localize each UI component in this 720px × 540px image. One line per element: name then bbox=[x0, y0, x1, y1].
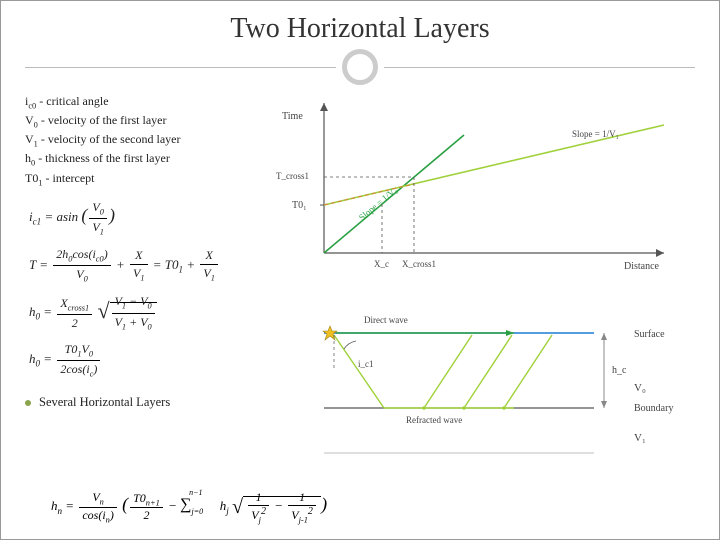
bullet-icon bbox=[25, 400, 31, 406]
formula-ic1: ic1 = asin (V0V1) bbox=[29, 199, 245, 238]
slide-title: Two Horizontal Layers bbox=[25, 13, 695, 45]
surface-label: Surface bbox=[634, 329, 665, 340]
definitions-block: ic0 - critical angle V0 - velocity of th… bbox=[25, 93, 245, 189]
v0-label: V₀ bbox=[634, 382, 646, 394]
formula-h0-a: h0 = Xcross12 √V1 − V0V1 + V0 bbox=[29, 293, 245, 332]
refracted-wave-label: Refracted wave bbox=[406, 415, 462, 425]
def-h0: h0 - thickness of the first layer bbox=[25, 150, 245, 169]
def-critical-angle: ic0 - critical angle bbox=[25, 93, 245, 112]
xcross-label: X_cross1 bbox=[402, 259, 436, 269]
slope2-label: Slope = 1/V₁ bbox=[572, 129, 619, 139]
t01-label: T0₁ bbox=[292, 200, 307, 211]
time-axis-label: Time bbox=[282, 111, 303, 122]
def-t01: T01 - intercept bbox=[25, 170, 245, 189]
v1-label: V₁ bbox=[634, 432, 646, 444]
boundary-label: Boundary bbox=[634, 403, 673, 414]
formula-T: T = 2h0cos(ic0)V0 + XV1 = T01 + XV1 bbox=[29, 246, 245, 285]
refraction-diagram: Time Distance T0₁ T_cros bbox=[253, 93, 695, 483]
def-v1: V1 - velocity of the second layer bbox=[25, 131, 245, 150]
title-circle-icon bbox=[342, 49, 378, 85]
formula-h0-b: h0 = T01V02cos(ic) bbox=[29, 341, 245, 380]
right-column: Time Distance T0₁ T_cros bbox=[253, 93, 695, 488]
formulas-block: ic1 = asin (V0V1) T = 2h0cos(ic0)V0 + XV… bbox=[25, 199, 245, 380]
ic1-angle-label: i_c1 bbox=[358, 359, 374, 369]
bullet-several-layers: Several Horizontal Layers bbox=[25, 394, 245, 412]
distance-axis-label: Distance bbox=[624, 261, 660, 272]
left-column: ic0 - critical angle V0 - velocity of th… bbox=[25, 93, 245, 488]
def-v0: V0 - velocity of the first layer bbox=[25, 112, 245, 131]
refracted-ray-group bbox=[334, 335, 552, 408]
h-label: h_c bbox=[612, 365, 627, 376]
formula-hn: hn = Vncos(in) (T0n+12 − ∑j=0n−1 hj √ 1V… bbox=[51, 490, 695, 524]
slope1-label: Slope = 1/V₀ bbox=[357, 185, 399, 223]
bullet-label: Several Horizontal Layers bbox=[39, 394, 170, 412]
direct-wave-label: Direct wave bbox=[364, 315, 408, 325]
title-decoration bbox=[25, 49, 695, 85]
xc-label: X_c bbox=[374, 259, 389, 269]
tcross-label: T_cross1 bbox=[276, 171, 309, 181]
